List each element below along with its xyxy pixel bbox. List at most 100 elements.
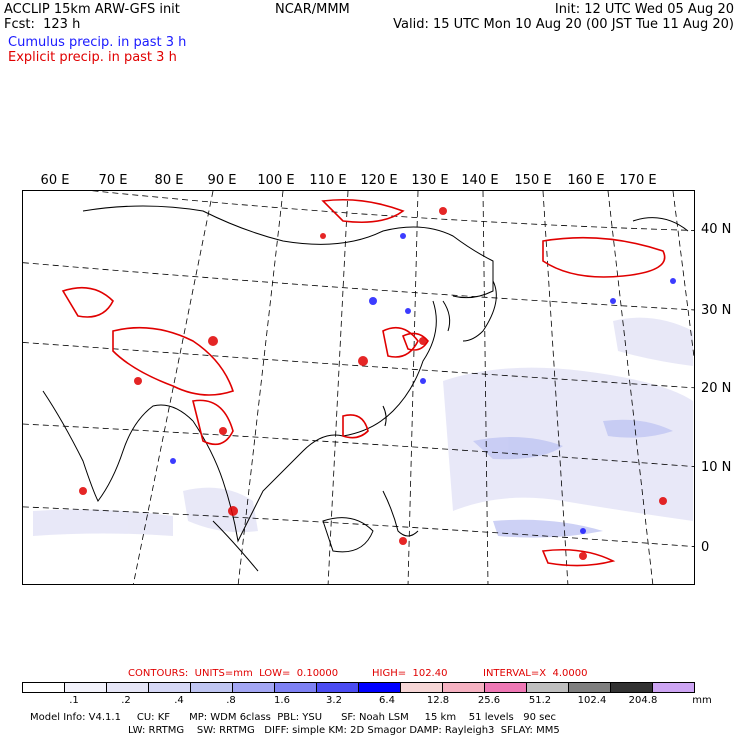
contours-info: CONTOURS: UNITS=mm LOW= 0.10000 [128, 668, 339, 679]
lat-label: 10 N [701, 460, 732, 475]
precip-area-north-pacific [613, 317, 693, 366]
precip-area-yellow-sea [401, 332, 429, 351]
precip-cell [439, 207, 447, 215]
lon-label: 160 E [567, 173, 605, 188]
map-canvas [23, 191, 694, 584]
legend-swatch [611, 683, 653, 692]
precip-area [473, 437, 563, 460]
precip-cell [400, 233, 406, 239]
china-coast [342, 300, 437, 437]
color-scale-bar [22, 682, 695, 693]
legend-swatch [443, 683, 485, 692]
lat-label: 0 [701, 540, 710, 555]
precip-cell [369, 297, 377, 305]
lon-line-140 [542, 191, 569, 584]
lon-line-150 [607, 191, 654, 584]
legend-swatch [569, 683, 611, 692]
cumulus-legend-label: Cumulus precip. in past 3 h [8, 35, 187, 50]
cumulus-precip [170, 233, 676, 534]
precip-area-north-china [321, 199, 405, 224]
precip-cell [419, 337, 427, 345]
precip-cell [170, 458, 176, 464]
precip-area-kamchatka [542, 236, 666, 278]
lat-line-0 [23, 506, 694, 547]
precip-area-bay [183, 487, 258, 533]
forecast-hour: Fcst: 123 h [4, 17, 81, 32]
institution-label: NCAR/MMM [275, 2, 350, 17]
lon-label: 170 E [619, 173, 657, 188]
explicit-precip-fill [79, 207, 667, 560]
legend-tick: 51.2 [528, 695, 552, 706]
precip-cell [405, 308, 411, 314]
lon-label: 90 E [207, 173, 237, 188]
model-title: ACCLIP 15km ARW-GFS init [4, 2, 180, 17]
precip-cell [358, 356, 368, 366]
precip-area-myanmar [192, 399, 234, 446]
philippines [382, 490, 419, 537]
precip-cell [79, 487, 87, 495]
precip-area-india [61, 286, 114, 318]
explicit-legend-label: Explicit precip. in past 3 h [8, 50, 177, 65]
precip-area [603, 419, 673, 438]
legend-tick: .2 [121, 695, 131, 706]
precip-cell [670, 278, 676, 284]
indochina [192, 420, 344, 543]
legend-swatch [65, 683, 107, 692]
legend-swatch [401, 683, 443, 692]
precip-cell [219, 427, 227, 435]
legend-swatch [149, 683, 191, 692]
lat-label: 40 N [701, 222, 732, 237]
legend-swatch [359, 683, 401, 692]
lat-label: 20 N [701, 381, 732, 396]
precip-area-south-china [342, 414, 369, 439]
legend-swatch [275, 683, 317, 692]
lat-line-30 [23, 262, 694, 311]
lon-label: 140 E [461, 173, 499, 188]
legend-tick: 102.4 [577, 695, 607, 706]
precip-area-indian-ocean [33, 509, 173, 536]
precip-cell [580, 528, 586, 534]
precip-cell [320, 233, 326, 239]
precip-cell [420, 378, 426, 384]
lat-line-20 [23, 342, 694, 389]
model-info-line1: Model Info: V4.1.1 CU: KF MP: WDM 6class… [30, 712, 556, 723]
precip-cell [134, 377, 142, 385]
model-info-line2: LW: RRTMG SW: RRTMG DIFF: simple KM: 2D … [128, 725, 560, 736]
lon-label: 70 E [98, 173, 128, 188]
lon-label: 120 E [360, 173, 398, 188]
legend-tick: 1.6 [274, 695, 290, 706]
precip-area-pacific [443, 367, 693, 521]
taiwan [382, 405, 387, 427]
precip-cell [208, 336, 218, 346]
lon-line-90 [132, 191, 214, 584]
japan [462, 280, 497, 342]
legend-tick: 6.4 [379, 695, 395, 706]
lon-label: 100 E [257, 173, 295, 188]
lon-line-110 [327, 191, 349, 584]
legend-swatch [485, 683, 527, 692]
legend-swatch [191, 683, 233, 692]
lon-label: 130 E [411, 173, 449, 188]
precip-cell [659, 497, 667, 505]
legend-tick: 3.2 [326, 695, 342, 706]
legend-swatch [653, 683, 694, 692]
lat-label: 30 N [701, 303, 732, 318]
precip-area [493, 519, 603, 538]
coastlines [42, 205, 689, 572]
china-border [82, 205, 494, 299]
lon-line-120 [407, 191, 419, 584]
lon-line-130 [482, 191, 489, 584]
lat-line-40 [91, 191, 694, 231]
india-coast [42, 390, 194, 502]
legend-tick: .8 [226, 695, 236, 706]
explicit-precip [61, 199, 666, 567]
precip-cell [228, 506, 238, 516]
precip-area-east-china [382, 326, 419, 358]
valid-time: Valid: 15 UTC Mon 10 Aug 20 (00 JST Tue … [393, 17, 734, 32]
borneo [322, 517, 374, 553]
lon-line-100 [237, 191, 284, 584]
legend-swatch [233, 683, 275, 692]
precip-area-equator [541, 548, 616, 567]
kamchatka [632, 217, 689, 232]
legend-unit: mm [692, 695, 712, 706]
